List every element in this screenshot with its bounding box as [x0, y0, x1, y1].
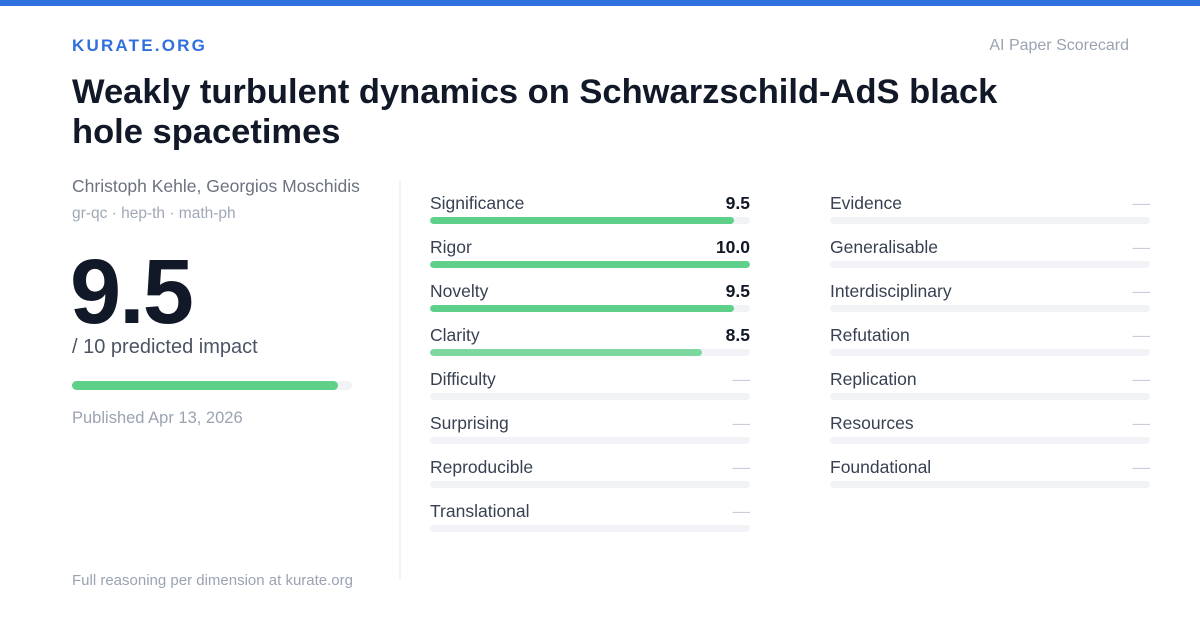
dimension-bar — [430, 305, 750, 312]
dimension-bar-fill — [430, 217, 734, 224]
dimension-value: — — [732, 501, 751, 521]
paper-categories: gr-qc · hep-th · math-ph — [72, 205, 236, 222]
dimension-label: Significance — [430, 193, 525, 213]
dimension-label: Surprising — [430, 413, 509, 433]
dimension-bar-fill — [430, 305, 734, 312]
dimension-bar — [830, 393, 1150, 400]
brand-logo[interactable]: KURATE.ORG — [72, 36, 208, 55]
dimension-list-right: Evidence — Generalisable — Interdisciplinary… — [830, 193, 1150, 501]
dimension-bar — [430, 437, 750, 444]
dimension-label: Rigor — [430, 237, 472, 257]
tagline: AI Paper Scorecard — [989, 37, 1129, 54]
overall-score-subtitle: / 10 predicted impact — [72, 336, 258, 358]
dimension-row: Refutation — — [830, 325, 1150, 369]
dimension-value: — — [732, 369, 751, 389]
dimension-label: Novelty — [430, 281, 489, 301]
dimension-row: Replication — — [830, 369, 1150, 413]
dimension-bar — [430, 217, 750, 224]
dimension-list-left: Significance 9.5 Rigor 10.0 Novelty 9.5 Clarit… — [430, 193, 750, 545]
dimension-value: — — [732, 413, 751, 433]
dimension-label: Generalisable — [830, 237, 938, 257]
dimension-row: Surprising — — [430, 413, 750, 457]
dimension-bar — [830, 349, 1150, 356]
dimension-bar — [430, 261, 750, 268]
dimension-label: Foundational — [830, 457, 932, 477]
dimension-bar — [430, 525, 750, 532]
dimension-label: Interdisciplinary — [830, 281, 952, 301]
dimension-label: Refutation — [830, 325, 910, 345]
dimension-row: Resources — — [830, 413, 1150, 457]
dimension-bar — [830, 481, 1150, 488]
dimension-bar — [830, 217, 1150, 224]
dimension-value: — — [1132, 281, 1151, 301]
dimension-value: 10.0 — [715, 237, 750, 257]
dimension-row: Evidence — — [830, 193, 1150, 237]
paper-authors: Christoph Kehle, Georgios Moschidis — [72, 176, 360, 196]
dimension-bar — [830, 305, 1150, 312]
dimension-label: Translational — [430, 501, 530, 521]
dimension-value: — — [1132, 413, 1151, 433]
dimension-value: — — [1132, 325, 1151, 345]
paper-title: Weakly turbulent dynamics on Schwarzschi… — [72, 73, 998, 151]
overall-score-bar — [72, 381, 352, 390]
dimension-bar — [830, 261, 1150, 268]
dimension-label: Reproducible — [430, 457, 534, 477]
column-divider — [399, 180, 401, 580]
overall-score-bar-fill — [72, 381, 338, 390]
dimension-row: Translational — — [430, 501, 750, 545]
dimension-value: — — [1132, 193, 1151, 213]
dimension-value: — — [1132, 369, 1151, 389]
dimension-label: Evidence — [830, 193, 902, 213]
dimension-value: 9.5 — [725, 193, 750, 213]
dimension-value: — — [1132, 237, 1151, 257]
dimension-row: Clarity 8.5 — [430, 325, 750, 369]
dimension-label: Difficulty — [430, 369, 496, 389]
dimension-label: Clarity — [430, 325, 480, 345]
dimension-row: Reproducible — — [430, 457, 750, 501]
dimension-row: Novelty 9.5 — [430, 281, 750, 325]
dimension-label: Replication — [830, 369, 917, 389]
dimension-label: Resources — [830, 413, 914, 433]
dimension-row: Generalisable — — [830, 237, 1150, 281]
footer-note: Full reasoning per dimension at kurate.o… — [72, 572, 353, 589]
dimension-value: — — [732, 457, 751, 477]
dimension-bar — [830, 437, 1150, 444]
dimension-bar-fill — [430, 261, 750, 268]
dimension-bar — [430, 349, 750, 356]
dimension-bar — [430, 481, 750, 488]
top-accent-bar — [0, 0, 1200, 6]
published-date: Published Apr 13, 2026 — [72, 409, 243, 427]
overall-score: 9.5 — [70, 241, 194, 343]
dimension-row: Significance 9.5 — [430, 193, 750, 237]
dimension-bar-fill — [430, 349, 702, 356]
dimension-row: Interdisciplinary — — [830, 281, 1150, 325]
dimension-value: 8.5 — [725, 325, 750, 345]
dimension-row: Rigor 10.0 — [430, 237, 750, 281]
dimension-row: Foundational — — [830, 457, 1150, 501]
dimension-bar — [430, 393, 750, 400]
dimension-value: 9.5 — [725, 281, 750, 301]
dimension-row: Difficulty — — [430, 369, 750, 413]
dimension-value: — — [1132, 457, 1151, 477]
